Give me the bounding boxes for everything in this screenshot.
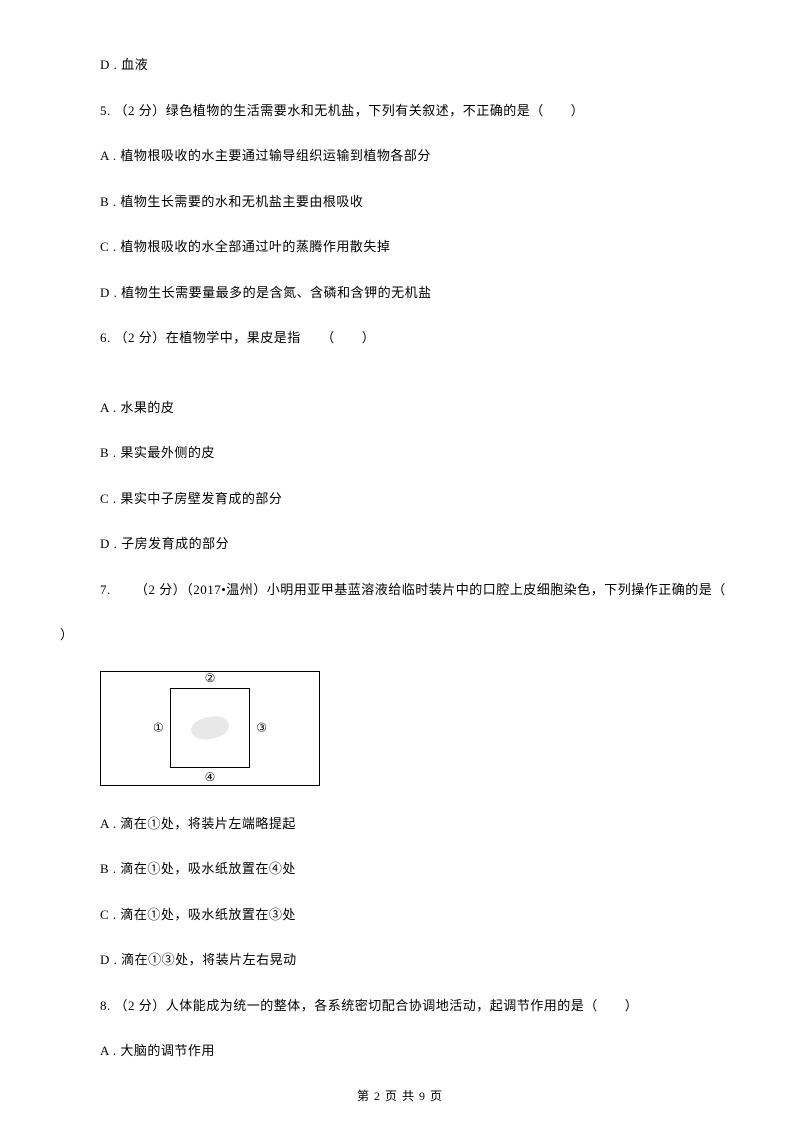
q6-option-d: D . 子房发育成的部分 bbox=[60, 534, 740, 554]
q5-option-c: C . 植物根吸收的水全部通过叶的蒸腾作用散失掉 bbox=[60, 237, 740, 257]
q5-option-d: D . 植物生长需要量最多的是含氮、含磷和含钾的无机盐 bbox=[60, 283, 740, 303]
q7-option-c: C . 滴在①处，吸水纸放置在③处 bbox=[60, 905, 740, 925]
coverslip: ② ④ ① ③ bbox=[170, 688, 250, 768]
q8-stem: 8. （2 分）人体能成为统一的整体，各系统密切配合协调地活动，起调节作用的是（… bbox=[60, 996, 740, 1016]
label-right: ③ bbox=[256, 721, 267, 736]
q5-option-a: A . 植物根吸收的水主要通过输导组织运输到植物各部分 bbox=[60, 146, 740, 166]
page-footer: 第 2 页 共 9 页 bbox=[0, 1087, 800, 1104]
label-top: ② bbox=[205, 671, 216, 686]
q5-stem: 5. （2 分）绿色植物的生活需要水和无机盐，下列有关叙述，不正确的是（ ） bbox=[60, 101, 740, 121]
label-bottom: ④ bbox=[205, 770, 216, 785]
q8-option-a: A . 大脑的调节作用 bbox=[60, 1041, 740, 1061]
q7-stem: 7. （2 分）（2017•温州）小明用亚甲基蓝溶液给临时装片中的口腔上皮细胞染… bbox=[60, 580, 740, 600]
slide-outer: ② ④ ① ③ bbox=[100, 671, 320, 786]
q4-option-d: D . 血液 bbox=[60, 55, 740, 75]
q6-stem: 6. （2 分）在植物学中，果皮是指 （ ） bbox=[60, 328, 740, 348]
q7-diagram: ② ④ ① ③ bbox=[100, 671, 740, 786]
q7-stem-close: ） bbox=[60, 625, 740, 645]
q7-option-a: A . 滴在①处，将装片左端略提起 bbox=[60, 814, 740, 834]
q7-option-b: B . 滴在①处，吸水纸放置在④处 bbox=[60, 859, 740, 879]
q5-option-b: B . 植物生长需要的水和无机盐主要由根吸收 bbox=[60, 192, 740, 212]
q6-option-b: B . 果实最外侧的皮 bbox=[60, 443, 740, 463]
q6-option-a: A . 水果的皮 bbox=[60, 398, 740, 418]
specimen-smudge bbox=[190, 714, 231, 741]
q6-option-c: C . 果实中子房壁发育成的部分 bbox=[60, 489, 740, 509]
label-left: ① bbox=[153, 721, 164, 736]
q7-option-d: D . 滴在①③处，将装片左右晃动 bbox=[60, 950, 740, 970]
